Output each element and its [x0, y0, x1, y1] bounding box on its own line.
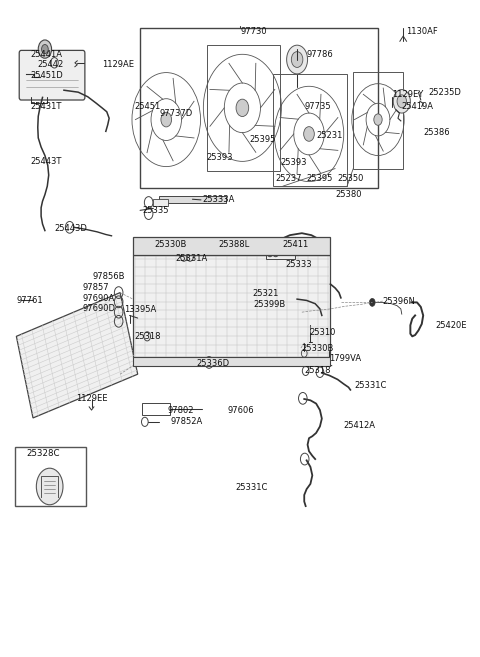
- Circle shape: [38, 40, 51, 58]
- Circle shape: [287, 45, 308, 74]
- Text: 97761: 97761: [16, 296, 43, 305]
- Bar: [133, 237, 330, 256]
- Circle shape: [36, 468, 63, 505]
- Text: 25231: 25231: [316, 131, 343, 141]
- Text: 25330B: 25330B: [301, 344, 333, 353]
- Text: 25420E: 25420E: [435, 321, 467, 330]
- Text: 25451D: 25451D: [31, 71, 63, 79]
- Text: 97690D: 97690D: [83, 304, 116, 313]
- Text: 97690A: 97690A: [83, 294, 115, 303]
- Text: 25321: 25321: [252, 289, 278, 298]
- Text: 25386: 25386: [423, 128, 450, 137]
- Circle shape: [397, 95, 407, 108]
- Bar: [273, 74, 347, 186]
- Text: 25443D: 25443D: [54, 224, 87, 233]
- Bar: [207, 45, 280, 171]
- Text: 25335: 25335: [143, 206, 169, 215]
- Text: 97606: 97606: [227, 406, 254, 415]
- Text: 97802: 97802: [168, 406, 194, 415]
- Circle shape: [370, 298, 375, 306]
- Circle shape: [393, 89, 410, 113]
- Text: 25318: 25318: [304, 367, 331, 375]
- FancyBboxPatch shape: [19, 51, 85, 100]
- Circle shape: [161, 112, 171, 127]
- Text: 25328C: 25328C: [27, 449, 60, 459]
- Text: 25393: 25393: [207, 153, 233, 162]
- Text: 25411: 25411: [283, 240, 309, 250]
- Text: 25237: 25237: [276, 174, 302, 183]
- Text: 25396N: 25396N: [383, 296, 416, 306]
- Text: 1130AF: 1130AF: [407, 27, 438, 36]
- Text: 97852A: 97852A: [170, 417, 202, 426]
- Text: 25443T: 25443T: [31, 157, 62, 166]
- Text: 25350: 25350: [337, 174, 364, 183]
- Text: 25333: 25333: [285, 260, 312, 269]
- Text: 25336D: 25336D: [196, 359, 229, 368]
- Text: 25333A: 25333A: [202, 195, 234, 204]
- Text: 25331A: 25331A: [176, 254, 208, 263]
- Text: 25388L: 25388L: [218, 240, 250, 250]
- Text: 1129EY: 1129EY: [392, 90, 423, 99]
- Text: 25330B: 25330B: [155, 240, 187, 250]
- Text: 97730: 97730: [240, 27, 266, 36]
- Text: 25431T: 25431T: [31, 102, 62, 111]
- Bar: [159, 196, 226, 202]
- Text: 25441A: 25441A: [31, 50, 62, 59]
- Bar: [154, 199, 168, 206]
- Circle shape: [42, 45, 48, 54]
- Bar: [353, 72, 403, 169]
- Text: 97737D: 97737D: [159, 108, 192, 118]
- Text: 25393: 25393: [280, 158, 307, 166]
- Text: 25395: 25395: [307, 174, 333, 183]
- Text: 25451: 25451: [134, 102, 161, 111]
- Circle shape: [304, 127, 314, 141]
- Text: 97856B: 97856B: [93, 272, 125, 281]
- Text: 25331C: 25331C: [354, 381, 386, 390]
- Text: 25395: 25395: [250, 135, 276, 144]
- Text: 13395A: 13395A: [124, 305, 156, 314]
- Text: 25419A: 25419A: [402, 102, 434, 111]
- Text: 25412A: 25412A: [344, 420, 376, 430]
- Text: 1799VA: 1799VA: [329, 354, 361, 363]
- Bar: [133, 256, 330, 357]
- Bar: [207, 238, 235, 252]
- Text: 25399B: 25399B: [253, 300, 286, 309]
- Bar: [140, 28, 378, 188]
- Text: 25318: 25318: [134, 332, 161, 342]
- Text: 25310: 25310: [309, 328, 336, 337]
- Bar: [133, 357, 330, 366]
- Bar: [143, 403, 170, 415]
- Circle shape: [374, 114, 382, 125]
- Polygon shape: [16, 292, 138, 418]
- Bar: [15, 447, 86, 506]
- Text: 1129EE: 1129EE: [76, 394, 108, 403]
- Text: 25331C: 25331C: [235, 483, 268, 491]
- Text: 1129AE: 1129AE: [102, 60, 134, 69]
- Text: 25235D: 25235D: [428, 87, 461, 97]
- Text: 25380: 25380: [335, 189, 361, 198]
- Text: 97857: 97857: [83, 283, 109, 292]
- Circle shape: [291, 52, 303, 68]
- Text: 97735: 97735: [304, 102, 331, 111]
- Text: 25442: 25442: [38, 60, 64, 69]
- Bar: [266, 245, 295, 260]
- Circle shape: [236, 99, 249, 116]
- Text: 97786: 97786: [307, 50, 334, 59]
